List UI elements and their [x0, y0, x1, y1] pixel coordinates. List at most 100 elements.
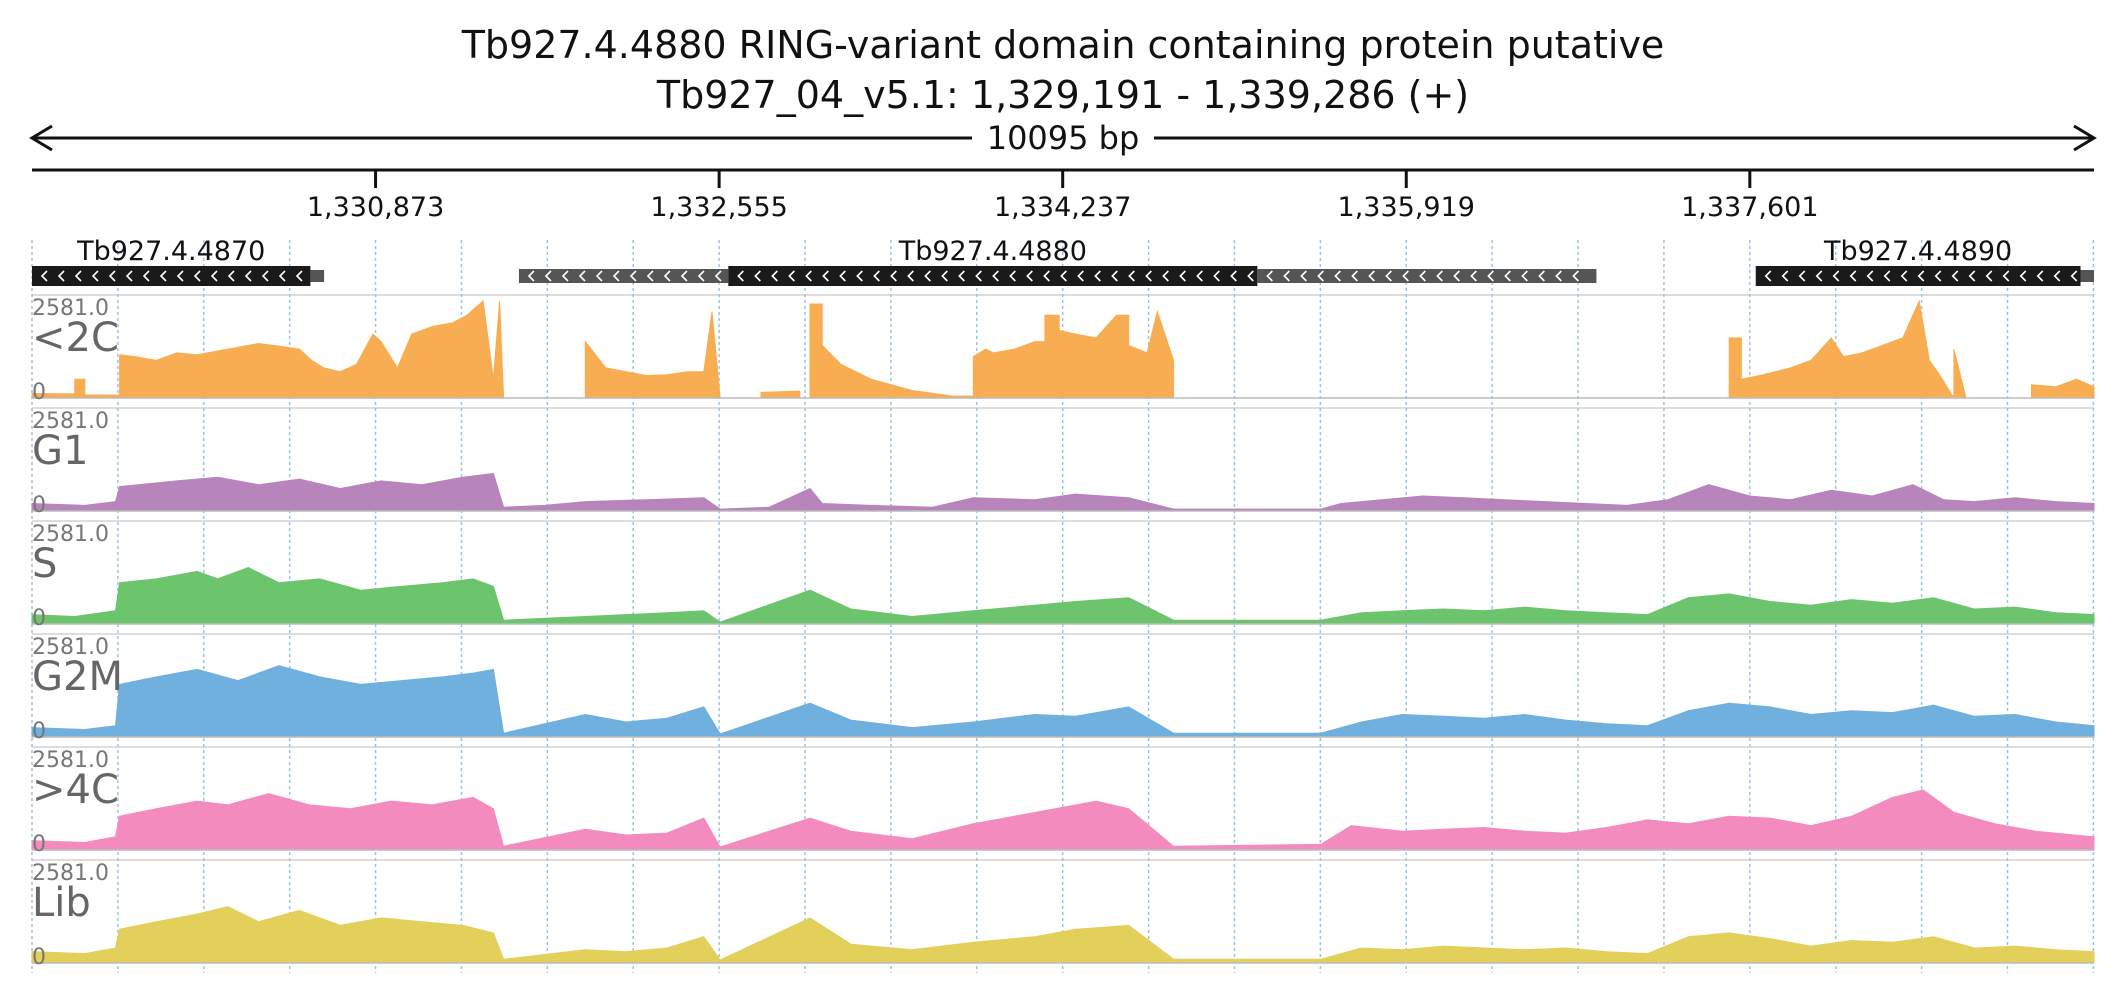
- coverage-track: 2581.0 0 >4C: [31, 746, 2095, 857]
- strand-chevron: [788, 270, 795, 282]
- strand-chevron: [1283, 270, 1290, 282]
- chart-title: Tb927.4.4880 RING-variant domain contain…: [461, 23, 1665, 67]
- strand-chevron: [1026, 270, 1033, 282]
- strand-chevron: [1798, 270, 1806, 282]
- gene-feature[interactable]: Tb927.4.4880: [728, 236, 1258, 286]
- strand-chevron: [1300, 270, 1307, 282]
- coverage-track: 2581.0 0 S: [31, 520, 2095, 631]
- strand-chevron: [261, 270, 269, 282]
- strand-chevron: [822, 270, 829, 282]
- coverage-area: [31, 906, 2095, 964]
- strand-chevron: [1145, 270, 1152, 282]
- strand-chevron: [1385, 270, 1392, 282]
- strand-chevron: [754, 270, 761, 282]
- gene-feature[interactable]: [518, 269, 729, 283]
- strand-chevron: [1077, 270, 1084, 282]
- strand-chevron: [924, 270, 931, 282]
- strand-chevron: [1334, 270, 1341, 282]
- coverage-track: 2581.0 0 Lib: [31, 859, 2095, 970]
- strand-chevron: [1572, 270, 1579, 282]
- strand-chevron: [646, 270, 654, 282]
- strand-chevron: [1985, 270, 1993, 282]
- strand-chevron: [1128, 270, 1135, 282]
- strand-chevron: [1968, 270, 1976, 282]
- track-name-label: S: [32, 541, 57, 587]
- coverage-area: [31, 789, 2095, 851]
- strand-chevron: [295, 270, 303, 282]
- strand-chevron: [1883, 270, 1891, 282]
- strand-chevron: [1247, 270, 1254, 282]
- gene-body: [518, 269, 729, 283]
- strand-chevron: [561, 270, 569, 282]
- coverage-area: [31, 665, 2095, 738]
- gene-utr: [310, 270, 325, 282]
- strand-chevron: [1866, 270, 1874, 282]
- strand-chevron: [663, 270, 671, 282]
- strand-chevron: [737, 270, 744, 282]
- strand-chevron: [40, 270, 48, 282]
- strand-chevron: [544, 270, 552, 282]
- strand-chevron: [1009, 270, 1016, 282]
- strand-chevron: [193, 270, 201, 282]
- coverage-area: [31, 567, 2095, 625]
- track-min-label: 0: [32, 493, 46, 518]
- strand-chevron: [527, 270, 535, 282]
- strand-chevron: [1764, 270, 1772, 282]
- strand-chevron: [142, 270, 150, 282]
- strand-chevron: [1196, 270, 1203, 282]
- track-max-label: 2581.0: [32, 635, 109, 660]
- strand-chevron: [1538, 270, 1545, 282]
- coverage-track: 2581.0 0 <2C: [31, 294, 2095, 405]
- strand-chevron: [805, 270, 812, 282]
- gene-feature[interactable]: Tb927.4.4890: [1755, 236, 2094, 286]
- strand-chevron: [1043, 270, 1050, 282]
- strand-chevron: [1781, 270, 1789, 282]
- strand-chevron: [1504, 270, 1511, 282]
- track-max-label: 2581.0: [32, 861, 109, 886]
- strand-chevron: [1934, 270, 1942, 282]
- coverage-tracks: 2581.00<2C2581.00G12581.00S2581.00G2M258…: [31, 294, 2095, 970]
- strand-chevron: [941, 270, 948, 282]
- strand-chevron: [680, 270, 688, 282]
- track-name-label: G1: [32, 428, 88, 474]
- strand-chevron: [839, 270, 846, 282]
- strand-chevron: [1213, 270, 1220, 282]
- strand-chevron: [57, 270, 65, 282]
- track-max-label: 2581.0: [32, 296, 109, 321]
- strand-chevron: [1419, 270, 1426, 282]
- strand-chevron: [1917, 270, 1925, 282]
- strand-chevron: [1351, 270, 1358, 282]
- strand-chevron: [1951, 270, 1959, 282]
- gene-feature[interactable]: Tb927.4.4870: [32, 236, 325, 286]
- ruler-tick-label: 1,330,873: [307, 192, 444, 223]
- strand-chevron: [2036, 270, 2044, 282]
- strand-chevron: [975, 270, 982, 282]
- gene-feature[interactable]: [1257, 269, 1597, 283]
- strand-chevron: [1555, 270, 1562, 282]
- strand-chevron: [1453, 270, 1460, 282]
- track-min-label: 0: [32, 945, 46, 970]
- ruler-tick-label: 1,335,919: [1338, 192, 1475, 223]
- coverage-track: 2581.0 0 G2M: [31, 633, 2095, 744]
- strand-chevron: [1849, 270, 1857, 282]
- track-max-label: 2581.0: [32, 409, 109, 434]
- strand-chevron: [159, 270, 167, 282]
- strand-chevron: [629, 270, 637, 282]
- strand-chevron: [1521, 270, 1528, 282]
- strand-chevron: [1900, 270, 1908, 282]
- strand-chevron: [907, 270, 914, 282]
- gene-label: Tb927.4.4870: [76, 236, 265, 267]
- track-min-label: 0: [32, 832, 46, 857]
- strand-chevron: [612, 270, 620, 282]
- track-name-label: Lib: [32, 880, 91, 926]
- strand-chevron: [890, 270, 897, 282]
- strand-chevron: [2019, 270, 2027, 282]
- ruler-tick-label: 1,337,601: [1681, 192, 1818, 223]
- coverage-track: 2581.0 0 G1: [31, 407, 2095, 518]
- strand-chevron: [714, 270, 722, 282]
- strand-chevron: [244, 270, 252, 282]
- gene-utr: [2080, 270, 2094, 282]
- strand-chevron: [771, 270, 778, 282]
- strand-chevron: [1832, 270, 1840, 282]
